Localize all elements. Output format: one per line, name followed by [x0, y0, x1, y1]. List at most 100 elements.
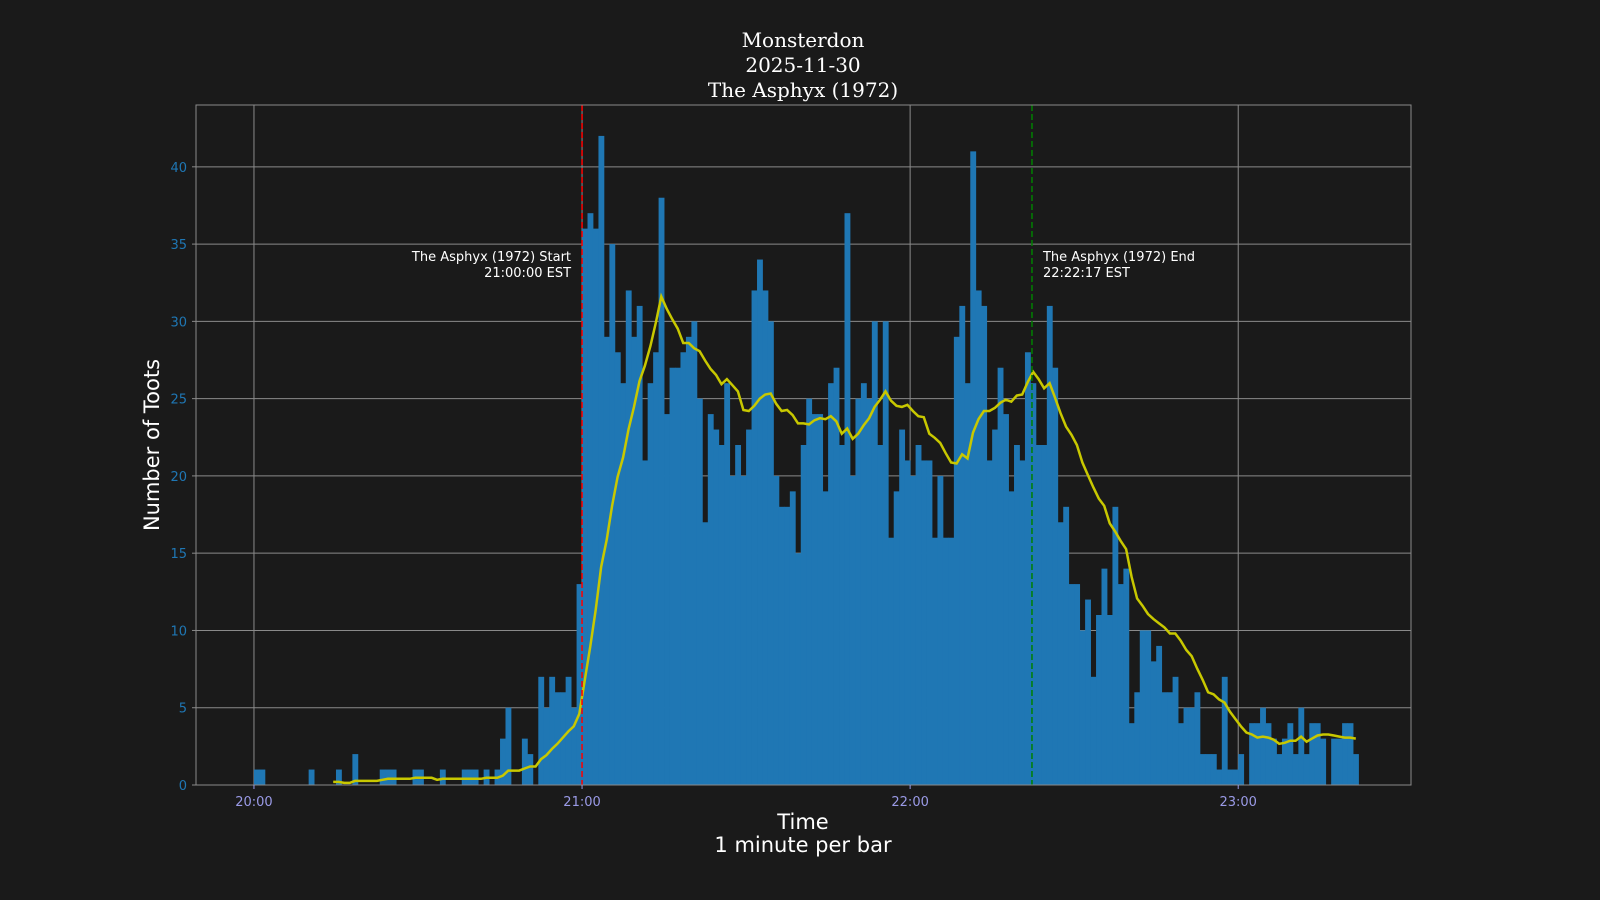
bar: [614, 352, 621, 785]
bar: [844, 213, 851, 785]
bar: [1287, 723, 1294, 785]
bar: [860, 383, 867, 785]
bar: [1303, 754, 1310, 785]
bar: [839, 445, 845, 785]
bar: [937, 475, 944, 785]
bar: [1178, 723, 1184, 785]
bar: [1183, 707, 1190, 785]
bar: [385, 769, 392, 785]
bar: [1298, 707, 1305, 785]
bar: [653, 352, 659, 785]
bar: [866, 398, 873, 785]
x-axis-label-line-1: Time: [776, 810, 828, 834]
bar: [1063, 506, 1070, 785]
event-annotation-text: The Asphyx (1972) Start: [411, 250, 571, 265]
bar: [521, 738, 528, 785]
bar: [1314, 723, 1321, 785]
bar: [707, 414, 714, 785]
bar: [696, 398, 703, 785]
bar: [625, 290, 632, 785]
bar: [1068, 584, 1075, 785]
y-tick-label: 35: [170, 238, 187, 253]
bar: [888, 537, 895, 785]
bar: [773, 475, 780, 785]
bar: [931, 537, 938, 785]
bar: [899, 429, 906, 785]
bar: [335, 769, 342, 785]
bar: [926, 460, 933, 785]
bar: [1112, 506, 1119, 785]
y-axis-label: Number of Toots: [140, 359, 164, 531]
bar: [778, 506, 785, 785]
bar: [1156, 645, 1163, 785]
bar: [849, 475, 856, 785]
bar: [500, 738, 506, 785]
event-annotation-text: 21:00:00 EST: [484, 266, 571, 281]
y-tick-label: 30: [170, 315, 187, 330]
bar: [658, 197, 665, 785]
bar: [1014, 445, 1020, 785]
bar: [1216, 769, 1223, 785]
bar: [1199, 754, 1206, 785]
bar: [1030, 383, 1037, 785]
bar: [379, 769, 386, 785]
bar: [724, 383, 731, 785]
bar: [986, 460, 993, 785]
bar: [576, 584, 583, 785]
x-tick-label: 22:00: [891, 795, 928, 810]
bar: [811, 414, 818, 785]
bar: [1096, 615, 1102, 785]
ticks: 0 5 10 15 20 25 30 35 40 20:00 21:00 22:00 23:00: [170, 161, 1256, 810]
bar: [975, 290, 982, 785]
bar: [762, 290, 769, 785]
bar: [1106, 615, 1113, 785]
bar: [767, 321, 774, 785]
bar: [1281, 738, 1288, 785]
bar: [587, 213, 594, 785]
bar: [598, 135, 605, 786]
bar: [1320, 738, 1327, 785]
chart-title-line-2: 2025-11-30: [745, 53, 860, 77]
bars: [253, 135, 1359, 786]
bar: [718, 445, 725, 785]
bar: [636, 305, 643, 785]
bar: [1003, 414, 1009, 785]
bar: [910, 475, 916, 785]
chart-title-line-1: Monsterdon: [742, 28, 865, 52]
bar: [571, 707, 577, 785]
bar: [806, 398, 813, 785]
bar: [1090, 676, 1097, 785]
bar: [740, 475, 747, 785]
bar: [1041, 445, 1048, 785]
bar: [467, 769, 474, 785]
bar: [1260, 707, 1266, 785]
y-tick-label: 0: [179, 779, 187, 794]
bar: [685, 336, 692, 785]
y-tick-label: 20: [170, 470, 187, 485]
bar: [647, 383, 654, 785]
bar: [855, 398, 862, 785]
bar: [1342, 723, 1348, 785]
bar: [757, 259, 763, 786]
bar: [603, 336, 610, 785]
bar: [1085, 599, 1091, 785]
bar: [1331, 738, 1338, 785]
bar: [882, 321, 889, 785]
bar: [992, 429, 999, 785]
bar: [729, 475, 736, 785]
x-tick-label: 21:00: [563, 795, 600, 810]
bar: [746, 429, 752, 785]
bar: [554, 692, 561, 785]
bar: [1101, 568, 1108, 785]
event-annotation-text: 22:22:17 EST: [1043, 266, 1130, 281]
bar: [795, 553, 802, 785]
bar: [1292, 754, 1299, 785]
bar: [1238, 754, 1245, 785]
bar: [1232, 769, 1239, 785]
bar: [1309, 723, 1316, 785]
bar: [828, 383, 834, 785]
bar: [953, 336, 960, 785]
bar: [592, 228, 599, 786]
bar: [1265, 723, 1272, 785]
bar: [1347, 723, 1354, 785]
